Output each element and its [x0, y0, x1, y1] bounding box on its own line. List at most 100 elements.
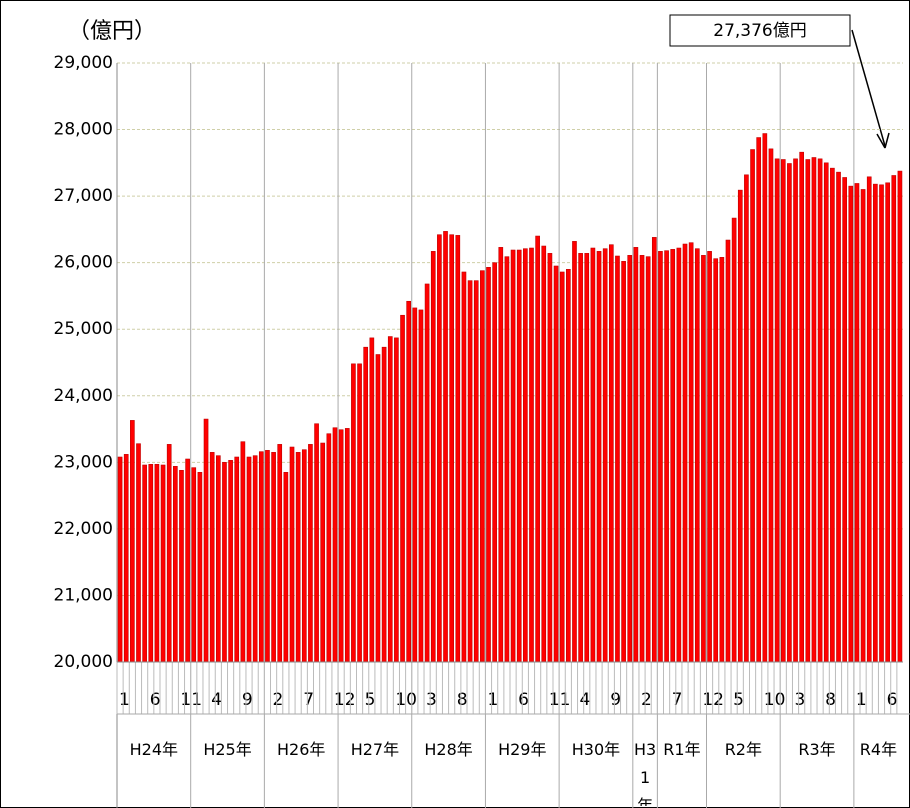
bar [185, 458, 190, 663]
bar [756, 137, 762, 663]
x-tick-label: 6 [150, 690, 161, 710]
x-tick-label: 9 [610, 690, 621, 710]
period-label: R2年 [724, 740, 762, 759]
bar [897, 170, 903, 663]
period-label-box: H31年 [633, 740, 657, 806]
x-tick-label: 12 [702, 690, 724, 710]
bar [449, 234, 454, 663]
bar [344, 428, 350, 663]
bar [326, 433, 332, 663]
bar [707, 251, 712, 663]
x-tick-label: 12 [334, 690, 356, 710]
bar [240, 441, 246, 663]
period-label: H31年 [633, 740, 657, 806]
bar [750, 149, 755, 663]
bar [387, 336, 393, 663]
bar [203, 418, 209, 663]
x-tick-label: 2 [641, 690, 652, 710]
bar [363, 346, 369, 663]
x-tick-label: 7 [672, 690, 683, 710]
bar [295, 452, 301, 663]
bar [394, 337, 399, 663]
bar [799, 151, 805, 663]
bar [154, 464, 160, 663]
y-tick-label: 29,000 [54, 53, 113, 73]
bar [627, 255, 633, 663]
bar [639, 255, 645, 663]
bar [719, 257, 725, 663]
x-tick-label: 8 [457, 690, 468, 710]
period-label-box: H28年 [424, 740, 472, 759]
bar [725, 239, 731, 663]
bar [283, 472, 289, 663]
bar [762, 133, 768, 663]
bar [670, 249, 676, 663]
bar [879, 184, 884, 663]
x-tick-label: 7 [303, 690, 314, 710]
bar [332, 427, 338, 663]
bar [418, 309, 424, 663]
x-tick-label: 11 [180, 690, 202, 710]
bar [412, 307, 418, 663]
bar [596, 251, 602, 663]
period-label: H27年 [350, 740, 400, 759]
bar [541, 245, 547, 663]
bar [664, 250, 669, 663]
bar [455, 235, 461, 663]
bar [166, 444, 172, 663]
bar [701, 255, 706, 663]
y-tick-label: 23,000 [54, 452, 113, 472]
x-tick-label: 9 [242, 690, 253, 710]
y-tick-label: 24,000 [54, 386, 113, 406]
x-tick-label: 6 [887, 690, 898, 710]
arrow-head [876, 132, 890, 149]
bar [424, 283, 430, 663]
bar [277, 444, 283, 663]
bar [197, 472, 203, 663]
bar [860, 189, 866, 663]
bar [787, 163, 792, 663]
bar [842, 177, 847, 663]
bar [559, 271, 565, 663]
period-label: R3年 [798, 740, 836, 759]
bar [535, 235, 540, 663]
bar [136, 443, 141, 663]
bar [516, 249, 522, 663]
bar [676, 247, 682, 663]
bar [351, 363, 356, 663]
y-unit-label: （億円） [68, 19, 156, 44]
bar [682, 243, 688, 663]
bar [523, 248, 528, 663]
period-label: H26年 [277, 740, 326, 759]
bar [480, 270, 485, 663]
period-label: H24年 [129, 740, 179, 759]
bar [848, 185, 854, 663]
bar [805, 159, 811, 663]
bar [258, 451, 264, 663]
bar [566, 269, 571, 663]
bar [314, 423, 319, 663]
y-tick-label: 28,000 [54, 120, 113, 140]
bar [621, 261, 626, 663]
period-label-box: H26年 [277, 740, 326, 759]
bar [553, 265, 559, 663]
bar [891, 175, 897, 663]
bar [228, 460, 233, 663]
bar [117, 456, 123, 663]
bar [173, 466, 178, 663]
bar [498, 247, 504, 663]
x-tick-label: 10 [395, 690, 417, 710]
period-label: R1年 [663, 740, 701, 759]
bar [836, 171, 841, 663]
bar [854, 183, 860, 663]
bar [885, 182, 890, 663]
y-tick-label: 21,000 [54, 585, 113, 605]
bar [817, 158, 823, 663]
bar [369, 337, 375, 663]
period-label: R4年 [859, 740, 898, 759]
period-label-box: R1年 [663, 740, 701, 759]
bar [811, 157, 817, 663]
period-label: H30年 [571, 740, 621, 759]
annotation-box [669, 14, 851, 47]
